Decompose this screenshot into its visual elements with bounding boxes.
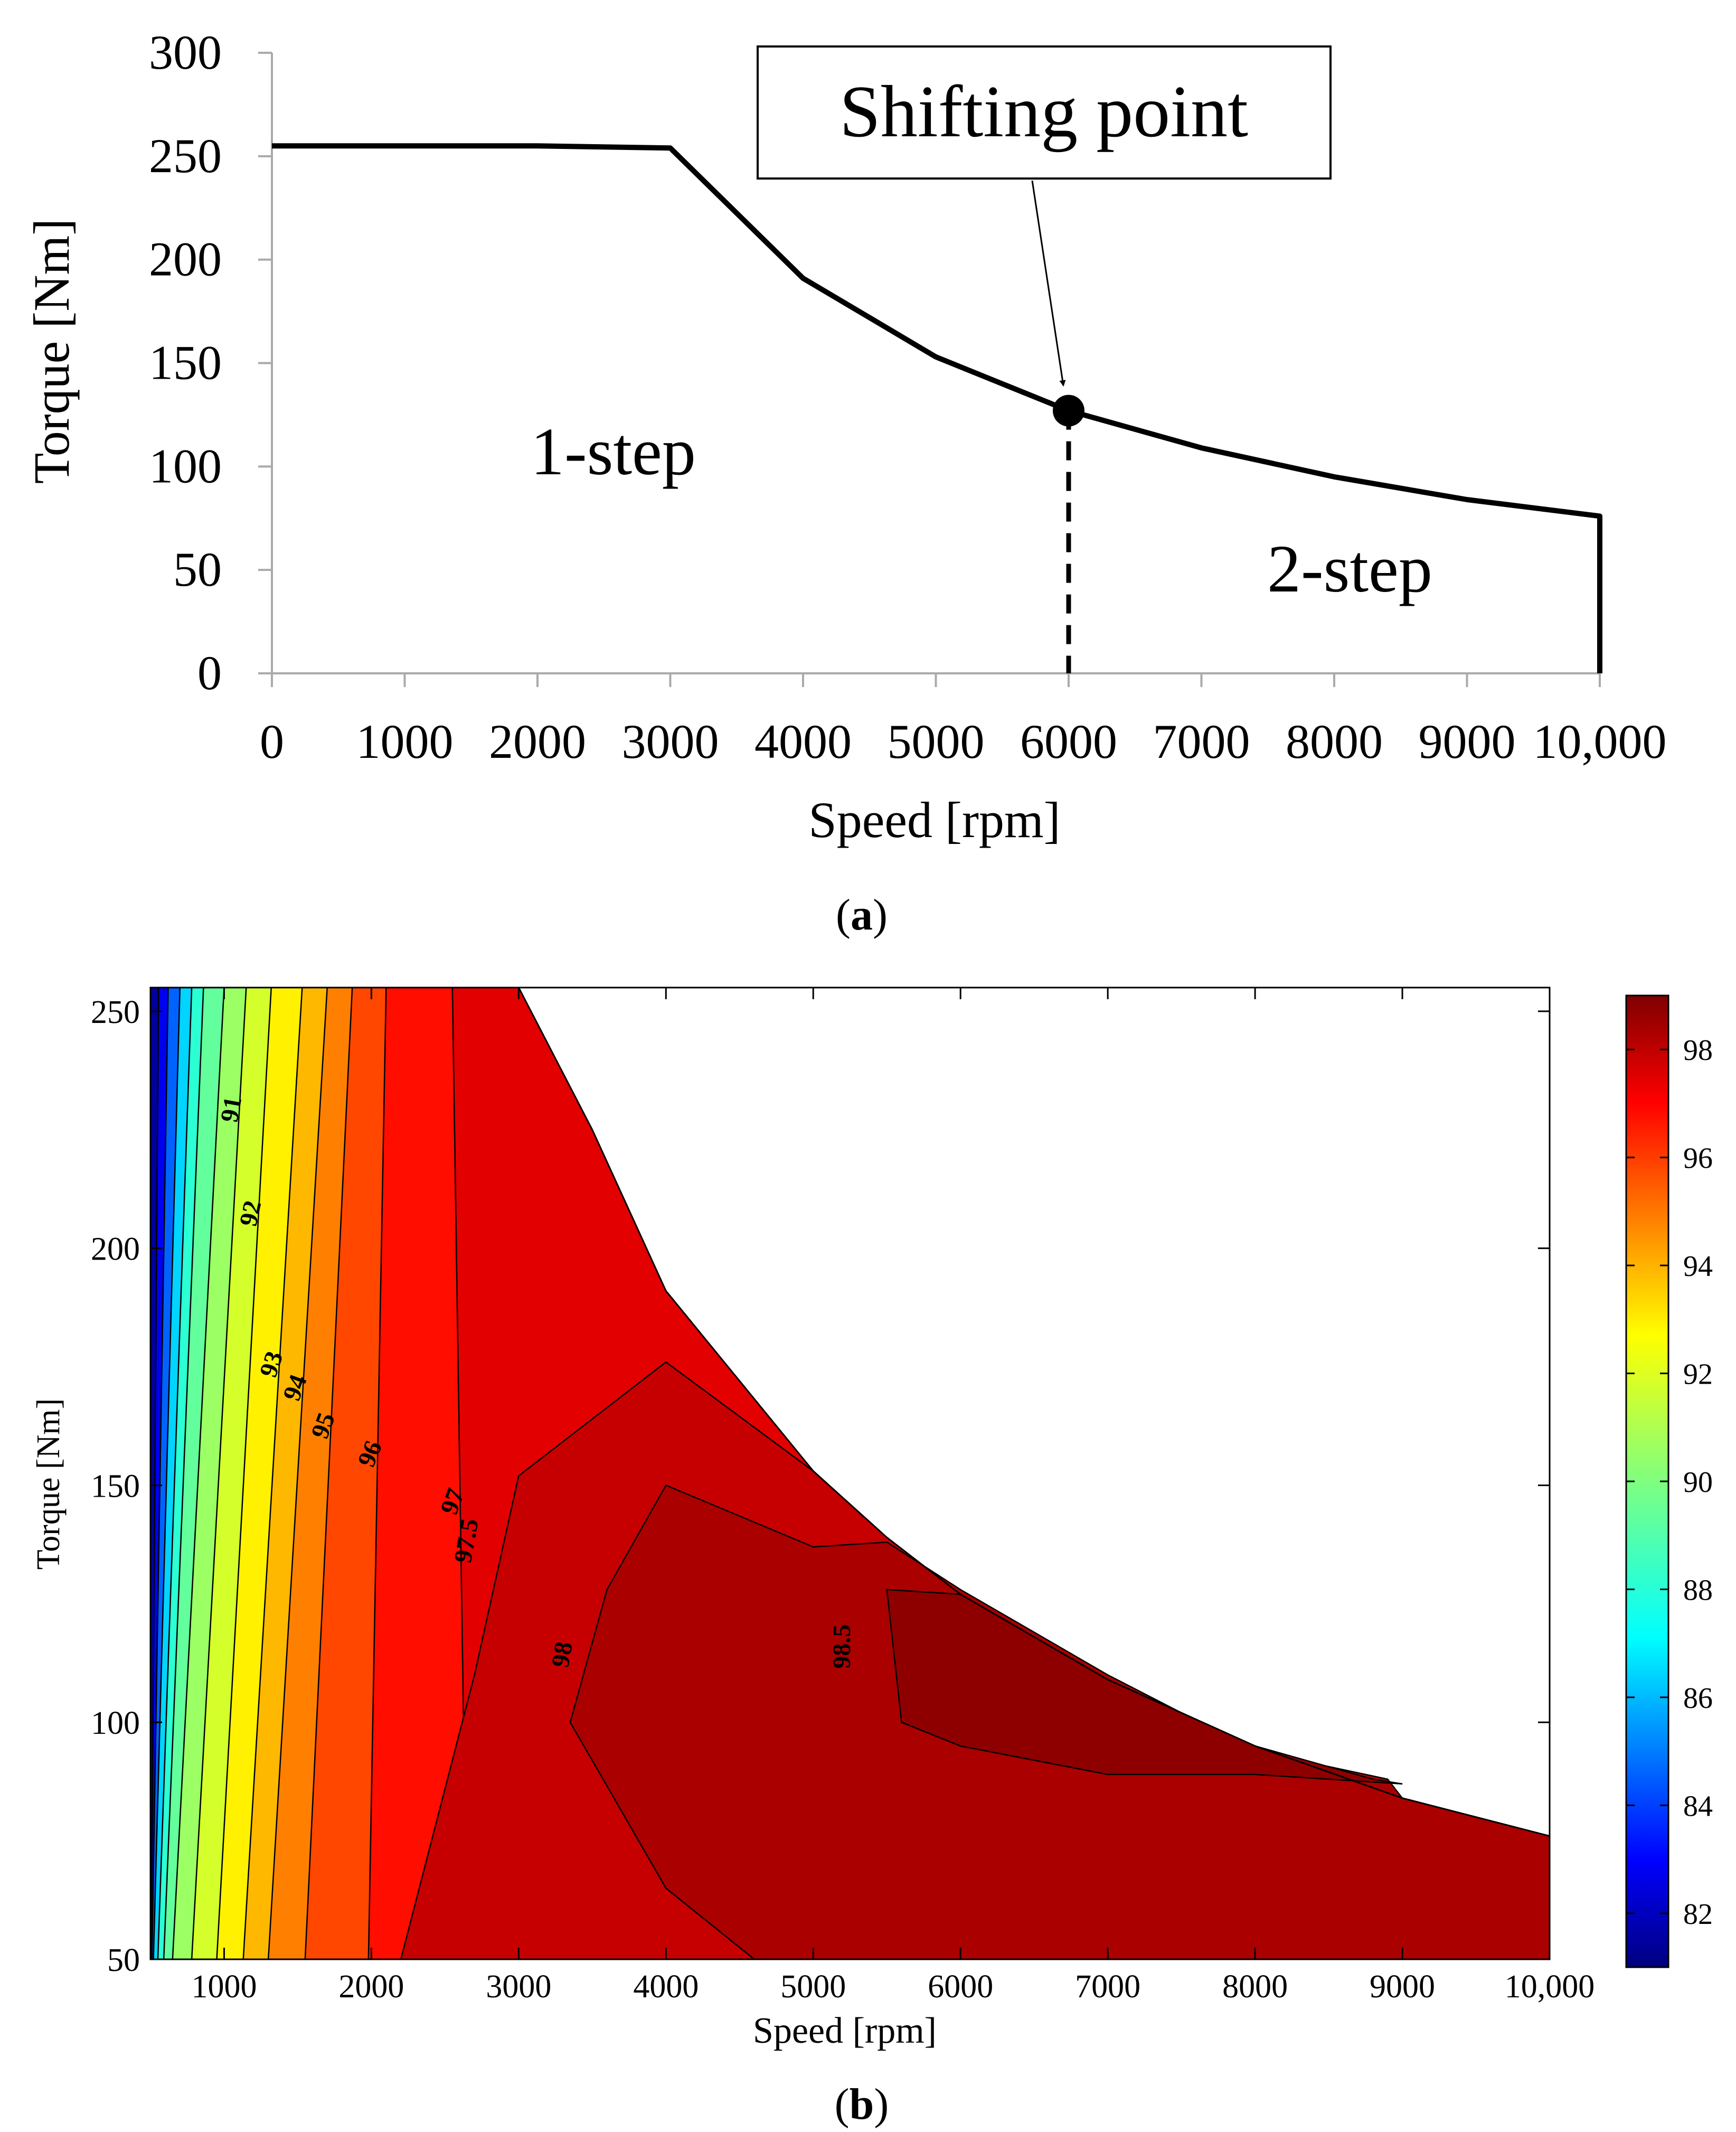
chart-a-x-tick-label: 0 (260, 715, 284, 768)
shifting-point-callout: Shifting point (757, 45, 1332, 387)
chart-a-x-axis-label: Speed [rpm] (808, 792, 1060, 848)
contour-line (304, 988, 353, 1959)
chart-a-y-tick-label: 250 (149, 129, 222, 183)
chart-a-y-tick-label: 100 (149, 439, 222, 493)
contour-label: 92 (234, 1198, 267, 1229)
chart-b-plot-frame (149, 987, 1551, 1960)
chart-b-x-tick-label: 7000 (1075, 1969, 1140, 2005)
chart-a-y-tick-label: 200 (149, 232, 222, 286)
chart-a-y-tick-label: 300 (149, 25, 222, 79)
contour-label: 98.5 (828, 1624, 856, 1669)
caption-b: (b) (835, 2080, 889, 2129)
chart-a-x-tick-label: 7000 (1153, 715, 1250, 768)
chart-b-x-tick-label: 2000 (338, 1969, 404, 2005)
chart-b-y-tick-label: 50 (107, 1942, 140, 1978)
contour-line (216, 988, 272, 1959)
colorbar-ticks: 82 84 86 88 90 92 94 96 98 (1626, 1034, 1713, 1931)
chart-b-envelope-line (150, 987, 1550, 1837)
chart-a-x-tick-label: 2000 (489, 715, 586, 768)
contour-line (367, 988, 387, 1959)
shifting-point-arrow (1031, 180, 1066, 387)
contour-line (191, 988, 247, 1959)
chart-b-x-tick-labels: 1000 2000 3000 4000 5000 6000 7000 8000 9000 10,0… (191, 1969, 1595, 2005)
chart-b-x-tick-label: 10,000 (1505, 1969, 1595, 2005)
chart-b-y-tick-label: 250 (91, 994, 140, 1030)
chart-a-axes (258, 52, 1601, 687)
region-label-1-step: 1-step (531, 414, 696, 489)
chart-a-y-tick-label: 0 (197, 646, 222, 700)
chart-a-y-tick-label: 50 (173, 542, 222, 596)
chart-a-y-tick-labels: 0 50 100 150 200 250 300 (149, 25, 222, 700)
colorbar-tick-label: 94 (1683, 1250, 1713, 1283)
colorbar-tick-label: 86 (1683, 1682, 1713, 1715)
chart-b-contour-lines (150, 988, 468, 1959)
contour-line (267, 988, 328, 1959)
chart-b-y-axis-label: Torque [Nm] (31, 1398, 67, 1570)
chart-a-x-tick-label: 5000 (888, 715, 985, 768)
region-label-2-step: 2-step (1267, 531, 1432, 606)
colorbar-tick-label: 96 (1683, 1142, 1713, 1175)
chart-b-x-tick-label: 8000 (1222, 1969, 1288, 2005)
colorbar-tick-label: 82 (1683, 1898, 1713, 1931)
chart-b-x-tick-label: 1000 (191, 1969, 257, 2005)
contour-line (153, 988, 181, 1959)
contour-line (172, 988, 225, 1959)
contour-line (163, 988, 204, 1959)
chart-b-x-tick-label: 9000 (1370, 1969, 1435, 2005)
chart-a-y-axis-label: Torque [Nm] (23, 219, 80, 484)
chart-a-x-tick-label: 8000 (1286, 715, 1383, 768)
colorbar-tick-label: 98 (1683, 1034, 1713, 1067)
chart-b-x-tick-label: 4000 (633, 1969, 699, 2005)
shifting-point-box (757, 45, 1332, 180)
shifting-point-label: Shifting point (839, 71, 1248, 153)
caption-a: (a) (836, 890, 888, 940)
contour-line (150, 988, 159, 1959)
contour-line (242, 988, 303, 1959)
chart-b-y-tick-label: 100 (91, 1705, 140, 1741)
colorbar: 82 84 86 88 90 92 94 96 98 (1625, 994, 1713, 1968)
chart-a-x-tick-label: 9000 (1419, 715, 1516, 768)
chart-a-x-tick-label: 3000 (622, 715, 719, 768)
chart-a-y-tick-label: 150 (149, 336, 222, 390)
chart-a-x-tick-label: 10,000 (1533, 715, 1667, 768)
chart-a-x-tick-label: 6000 (1020, 715, 1117, 768)
chart-a-shifting-point-marker (1053, 395, 1084, 427)
colorbar-tick-label: 84 (1683, 1790, 1713, 1823)
chart-a-x-tick-label: 4000 (754, 715, 852, 768)
chart-a-series (272, 143, 1602, 673)
colorbar-tick-label: 92 (1683, 1358, 1713, 1391)
chart-a-x-tick-label: 1000 (356, 715, 454, 768)
chart-b-y-tick-label: 150 (91, 1468, 140, 1504)
torque-speed-chart: 0 50 100 150 200 250 300 0 1000 2000 3000 4000 5000… (23, 25, 1667, 940)
contour-label: 98 (546, 1640, 578, 1669)
chart-b-y-tick-label: 200 (91, 1232, 140, 1267)
chart-a-x-tick-labels: 0 1000 2000 3000 4000 5000 6000 7000 8000 9000 10,… (260, 715, 1667, 768)
chart-b-y-tick-labels: 50 100 150 200 250 (91, 994, 140, 1978)
contour-line (151, 988, 169, 1959)
colorbar-tick-label: 88 (1683, 1574, 1713, 1607)
chart-b-x-tick-label: 5000 (780, 1969, 846, 2005)
chart-a-torque-line (272, 143, 1602, 673)
chart-b-x-tick-label: 6000 (928, 1969, 993, 2005)
chart-b-inner-contours (400, 1361, 1551, 1960)
contour-line (157, 988, 193, 1959)
chart-b-axes (149, 987, 1551, 1960)
efficiency-contour-map: 50 100 150 200 250 1000 2000 3000 4000 5000 6000 7… (31, 987, 1713, 2129)
chart-b-x-axis-label: Speed [rpm] (753, 2011, 937, 2051)
chart-b-x-tick-label: 3000 (486, 1969, 551, 2005)
colorbar-tick-label: 90 (1683, 1466, 1713, 1499)
contour-label: 91 (215, 1094, 248, 1124)
